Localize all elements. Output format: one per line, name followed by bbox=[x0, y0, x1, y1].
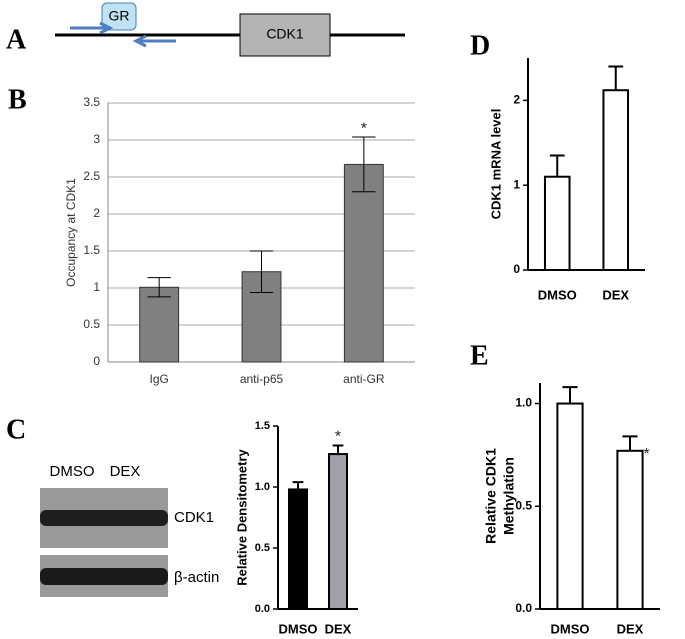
y-tick-label: 1 bbox=[513, 177, 520, 191]
gene-box bbox=[239, 13, 331, 57]
y-axis-label: Relative Densitometry bbox=[234, 448, 249, 585]
panel-letter: D bbox=[470, 30, 490, 61]
y-tick-label: 1 bbox=[93, 280, 100, 294]
x-tick-label: DEX bbox=[325, 621, 352, 636]
x-tick-label: DMSO bbox=[551, 621, 590, 636]
x-tick-label: anti-GR bbox=[343, 372, 385, 386]
error-bar bbox=[352, 136, 376, 193]
bar bbox=[343, 163, 384, 363]
bar bbox=[543, 175, 571, 271]
y-tick-label: 1.5 bbox=[83, 243, 100, 257]
lane-label: DEX bbox=[110, 463, 141, 480]
y-tick-label: 0.5 bbox=[83, 317, 100, 331]
y-axis-label: Occupancy at CDK1 bbox=[64, 178, 78, 287]
y-tick-label: 1.0 bbox=[515, 396, 532, 410]
error-bar bbox=[147, 277, 171, 298]
bar bbox=[288, 488, 308, 610]
panel-letter: A bbox=[6, 24, 27, 55]
y-tick-label: 3.5 bbox=[83, 95, 100, 109]
y-axis-label: CDK1 mRNA level bbox=[488, 109, 503, 220]
bar bbox=[139, 286, 180, 363]
x-tick-label: DEX bbox=[602, 287, 629, 302]
band bbox=[40, 568, 168, 585]
panel-letter: C bbox=[6, 414, 26, 445]
y-tick-label: 0.0 bbox=[255, 603, 270, 615]
error-bar bbox=[332, 444, 344, 455]
y-axis-label: Methylation bbox=[501, 457, 517, 535]
panel-letter: E bbox=[470, 340, 489, 371]
band-label: CDK1 bbox=[174, 509, 214, 526]
x-tick-label: IgG bbox=[149, 372, 168, 386]
y-tick-label: 0.5 bbox=[515, 498, 532, 512]
gene-label: CDK1 bbox=[266, 26, 304, 42]
primer-arrow bbox=[70, 21, 114, 35]
y-tick-label: 3 bbox=[93, 132, 100, 146]
x-tick-label: DMSO bbox=[538, 287, 577, 302]
bar bbox=[616, 449, 644, 610]
y-tick-label: 2 bbox=[513, 93, 520, 107]
y-tick-label: 1.0 bbox=[255, 481, 270, 493]
annotation: * bbox=[361, 120, 367, 137]
y-tick-label: 2.5 bbox=[83, 169, 100, 183]
panel-letter: B bbox=[8, 84, 27, 115]
error-bar bbox=[249, 250, 274, 293]
error-bar bbox=[292, 481, 304, 490]
x-tick-label: anti-p65 bbox=[240, 372, 284, 386]
error-bar bbox=[562, 386, 578, 404]
lane-label: DMSO bbox=[50, 463, 95, 480]
annotation: * bbox=[335, 429, 341, 446]
bar bbox=[556, 402, 584, 610]
y-tick-label: 0.5 bbox=[255, 542, 270, 554]
x-tick-label: DMSO bbox=[279, 621, 318, 636]
x-tick-label: DEX bbox=[617, 621, 644, 636]
error-bar bbox=[549, 154, 565, 177]
gr-label: GR bbox=[109, 8, 130, 24]
band-label: β-actin bbox=[174, 569, 219, 586]
gr-box bbox=[101, 2, 137, 31]
primer-arrow bbox=[132, 34, 176, 48]
y-axis-label: Relative CDK1 bbox=[483, 448, 499, 544]
annotation: * bbox=[643, 446, 649, 463]
y-tick-label: 2 bbox=[93, 206, 100, 220]
error-bar bbox=[608, 65, 624, 91]
y-tick-label: 1.5 bbox=[255, 420, 270, 432]
bar bbox=[602, 89, 630, 271]
bar bbox=[328, 453, 348, 610]
y-tick-label: 0.0 bbox=[515, 601, 532, 615]
y-tick-label: 0 bbox=[93, 354, 100, 368]
band bbox=[40, 510, 168, 526]
y-tick-label: 0 bbox=[513, 262, 520, 276]
error-bar bbox=[622, 435, 638, 451]
